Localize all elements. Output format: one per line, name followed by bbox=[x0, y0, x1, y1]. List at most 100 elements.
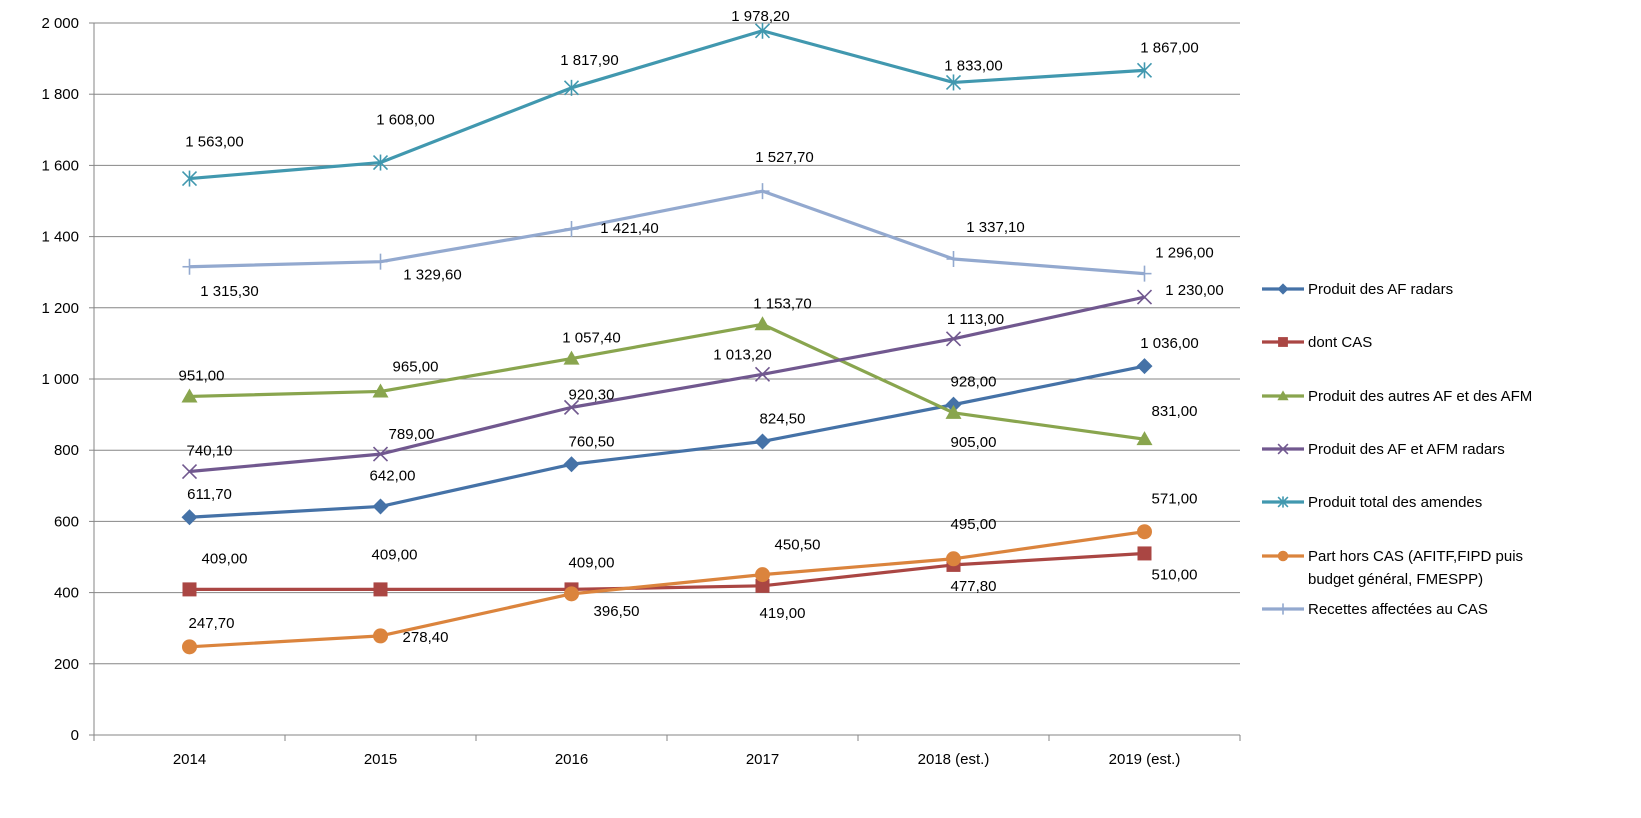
data-label: 1 315,30 bbox=[200, 283, 258, 300]
data-point bbox=[946, 250, 961, 267]
data-point bbox=[372, 498, 389, 515]
data-label: 1 013,20 bbox=[713, 346, 771, 363]
legend-label: Part hors CAS (AFITF,FIPD puis bbox=[1308, 548, 1523, 565]
data-label: 920,30 bbox=[569, 386, 615, 403]
data-point bbox=[1136, 358, 1153, 375]
series-line bbox=[189, 364, 1145, 519]
data-label: 824,50 bbox=[760, 410, 806, 427]
y-axis-ticks: 0 200 400 600 800 1 000 1 200 1 400 1 600 1 800 2 … bbox=[41, 15, 94, 744]
data-point bbox=[1136, 62, 1153, 79]
data-label: 789,00 bbox=[389, 426, 435, 443]
data-label: 1 230,00 bbox=[1165, 282, 1223, 299]
y-tick-label: 1 600 bbox=[41, 157, 79, 174]
legend: Produit des AF radars dont CAS Produit des… bbox=[1262, 281, 1532, 618]
series-line bbox=[189, 322, 1145, 441]
data-label: 278,40 bbox=[403, 629, 449, 646]
data-label: 409,00 bbox=[372, 546, 418, 563]
data-point bbox=[563, 456, 580, 473]
series-line bbox=[189, 189, 1145, 276]
data-label: 409,00 bbox=[569, 554, 615, 571]
data-point bbox=[946, 551, 961, 567]
data-point bbox=[1137, 546, 1152, 561]
data-point bbox=[372, 383, 389, 398]
data-label: 1 036,00 bbox=[1140, 335, 1198, 352]
data-label: 1 113,00 bbox=[947, 311, 1004, 328]
x-tick-label: 2017 bbox=[746, 751, 779, 768]
legend-marker bbox=[1277, 443, 1289, 455]
data-label: 905,00 bbox=[951, 434, 997, 451]
y-tick-label: 200 bbox=[54, 656, 79, 673]
data-label: 740,10 bbox=[187, 443, 233, 460]
data-label: 1 978,20 bbox=[731, 8, 789, 25]
y-tick-label: 800 bbox=[54, 442, 79, 459]
x-tick-label: 2016 bbox=[555, 751, 588, 768]
y-tick-label: 1 800 bbox=[41, 86, 79, 103]
data-point bbox=[181, 170, 198, 187]
data-point bbox=[1136, 289, 1153, 305]
data-point bbox=[945, 331, 962, 347]
x-tick-label: 2018 (est.) bbox=[918, 751, 990, 768]
data-point bbox=[755, 567, 770, 583]
legend-label: Produit des autres AF et des AFM bbox=[1308, 388, 1532, 405]
data-label: 419,00 bbox=[760, 605, 806, 622]
data-point bbox=[945, 404, 962, 419]
data-point bbox=[182, 582, 197, 597]
legend-marker bbox=[1277, 550, 1289, 562]
data-label: 642,00 bbox=[370, 467, 416, 484]
data-point bbox=[564, 586, 579, 602]
data-point bbox=[563, 79, 580, 96]
legend-label: Produit total des amendes bbox=[1308, 494, 1482, 511]
series-line bbox=[189, 551, 1145, 591]
data-label: 247,70 bbox=[189, 615, 235, 632]
data-point bbox=[563, 350, 580, 365]
legend-marker bbox=[1277, 283, 1289, 295]
data-point bbox=[1137, 265, 1152, 282]
series-group bbox=[181, 22, 1153, 655]
data-point bbox=[373, 253, 388, 270]
data-point bbox=[755, 183, 770, 200]
x-tick-label: 2015 bbox=[364, 751, 397, 768]
data-label: 1 421,40 bbox=[600, 220, 658, 237]
legend-label: Produit des AF et AFM radars bbox=[1308, 441, 1505, 458]
data-label: 1 057,40 bbox=[562, 330, 620, 347]
data-point bbox=[945, 74, 962, 91]
data-label: 1 608,00 bbox=[376, 112, 434, 129]
data-label: 510,00 bbox=[1152, 566, 1198, 583]
y-tick-label: 1 000 bbox=[41, 371, 79, 388]
data-point bbox=[372, 154, 389, 171]
x-tick-label: 2014 bbox=[173, 751, 206, 768]
y-tick-label: 2 000 bbox=[41, 15, 79, 32]
legend-item: Produit des autres AF et des AFM bbox=[1262, 388, 1532, 405]
x-tick-label: 2019 (est.) bbox=[1109, 751, 1181, 768]
series-line bbox=[189, 29, 1145, 181]
data-label: 477,80 bbox=[951, 578, 997, 595]
data-point bbox=[372, 446, 389, 462]
legend-marker bbox=[1277, 496, 1289, 508]
data-label: 1 817,90 bbox=[560, 52, 618, 69]
gridlines bbox=[94, 22, 1240, 665]
legend-label: budget général, FMESPP) bbox=[1308, 571, 1483, 588]
data-label: 571,00 bbox=[1152, 491, 1198, 508]
data-point bbox=[1136, 431, 1153, 446]
data-label: 1 296,00 bbox=[1155, 245, 1213, 262]
data-point bbox=[754, 316, 771, 331]
y-tick-label: 0 bbox=[71, 727, 79, 744]
legend-item: dont CAS bbox=[1262, 334, 1372, 351]
series-line bbox=[189, 295, 1145, 474]
data-label: 1 527,70 bbox=[755, 149, 813, 166]
legend-item: Produit des AF radars bbox=[1262, 281, 1453, 298]
y-tick-label: 1 200 bbox=[41, 300, 79, 317]
data-label: 396,50 bbox=[594, 603, 640, 620]
data-point bbox=[1137, 524, 1152, 540]
x-axis-ticks: 2014 2015 2016 2017 2018 (est.) 2019 (est.) bbox=[93, 735, 1241, 768]
legend-label: Recettes affectées au CAS bbox=[1308, 601, 1488, 618]
legend-marker bbox=[1277, 390, 1289, 401]
legend-item: Part hors CAS (AFITF,FIPD puis budget gén… bbox=[1262, 548, 1523, 588]
data-label: 450,50 bbox=[775, 537, 821, 554]
data-label: 1 329,60 bbox=[403, 267, 461, 284]
data-labels: 611,70 642,00 760,50 824,50 928,00 1 036,00 40… bbox=[179, 8, 1224, 646]
data-point bbox=[754, 22, 771, 39]
y-tick-label: 1 400 bbox=[41, 229, 79, 246]
data-point bbox=[564, 220, 579, 237]
legend-item: Recettes affectées au CAS bbox=[1262, 601, 1488, 618]
